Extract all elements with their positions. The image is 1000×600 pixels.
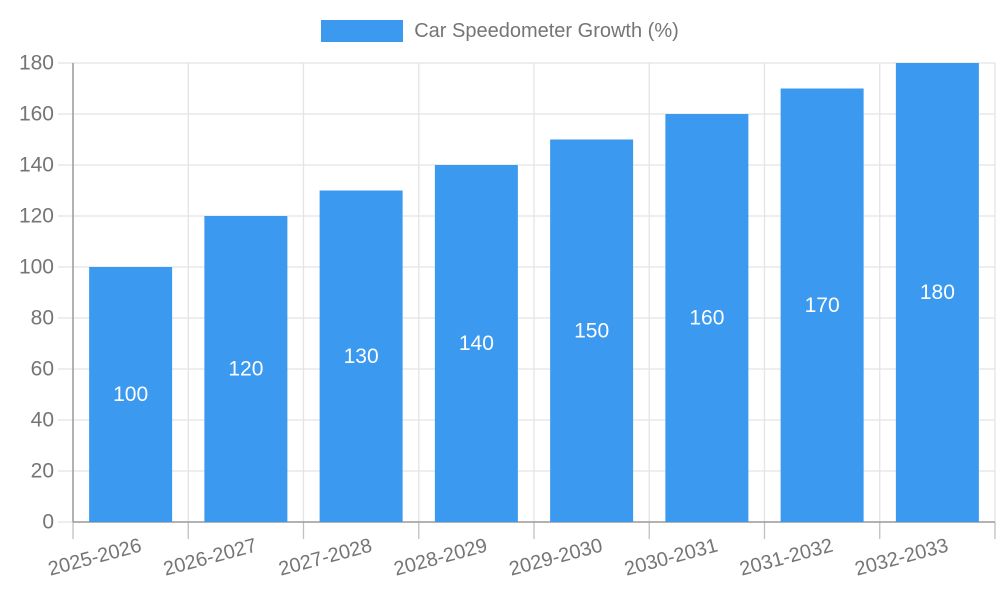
bar[interactable] <box>550 139 634 523</box>
bar-value-label: 140 <box>459 332 494 355</box>
legend-swatch <box>321 20 404 42</box>
x-tick-label: 2028-2029 <box>392 535 490 581</box>
x-tick-label: 2030-2031 <box>622 535 720 581</box>
bar-value-label: 130 <box>344 345 379 368</box>
y-tick-label: 120 <box>19 205 54 228</box>
y-tick-label: 60 <box>31 358 54 381</box>
x-tick-label: 2025-2026 <box>46 535 144 581</box>
y-tick-label: 140 <box>19 154 54 177</box>
x-tick-label: 2026-2027 <box>161 535 259 581</box>
x-tick-label: 2032-2033 <box>853 535 951 581</box>
legend-label: Car Speedometer Growth (%) <box>414 20 679 42</box>
y-tick-label: 20 <box>31 460 54 483</box>
bar-value-label: 180 <box>920 281 955 304</box>
bar-value-label: 170 <box>805 294 840 317</box>
bar[interactable] <box>780 88 864 523</box>
bar-value-label: 120 <box>228 358 263 381</box>
y-tick-label: 80 <box>31 307 54 330</box>
bar-value-label: 160 <box>689 307 724 330</box>
x-tick-label: 2029-2030 <box>507 535 605 581</box>
bar-value-label: 100 <box>113 383 148 406</box>
y-tick-label: 0 <box>42 511 54 534</box>
x-tick-label: 2027-2028 <box>276 535 374 581</box>
bar[interactable] <box>204 216 288 522</box>
bar-value-label: 150 <box>574 319 609 342</box>
y-tick-label: 40 <box>31 409 54 432</box>
y-tick-label: 180 <box>19 52 54 75</box>
bar[interactable] <box>319 190 403 523</box>
bar[interactable] <box>89 267 173 522</box>
x-tick-label: 2031-2032 <box>737 535 835 581</box>
chart-legend[interactable]: Car Speedometer Growth (%) <box>0 19 1000 43</box>
y-tick-label: 100 <box>19 256 54 279</box>
bar[interactable] <box>665 114 749 522</box>
y-tick-label: 160 <box>19 103 54 126</box>
bar[interactable] <box>434 165 518 522</box>
bar[interactable] <box>895 63 979 522</box>
